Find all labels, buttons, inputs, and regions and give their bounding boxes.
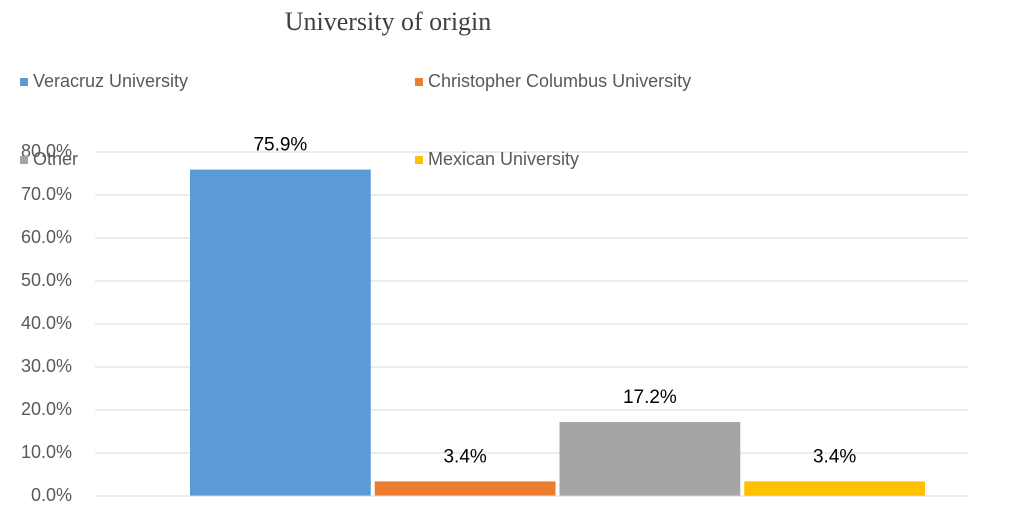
bar bbox=[374, 481, 556, 496]
legend-label: Christopher Columbus University bbox=[428, 71, 691, 91]
y-tick-label: 30.0% bbox=[21, 356, 72, 376]
y-tick-label: 80.0% bbox=[21, 141, 72, 161]
bar bbox=[559, 422, 741, 496]
legend-label: Mexican University bbox=[428, 149, 579, 169]
bar bbox=[190, 169, 371, 496]
legend-swatch bbox=[415, 156, 423, 164]
value-label: 17.2% bbox=[623, 387, 677, 408]
value-label: 75.9% bbox=[253, 135, 307, 156]
legend-swatch bbox=[415, 78, 423, 86]
y-tick-label: 50.0% bbox=[21, 270, 72, 290]
y-tick-label: 10.0% bbox=[21, 442, 72, 462]
legend-swatch bbox=[20, 78, 28, 86]
bar bbox=[744, 481, 925, 496]
y-tick-label: 60.0% bbox=[21, 227, 72, 247]
value-label: 3.4% bbox=[813, 446, 856, 467]
y-tick-label: 20.0% bbox=[21, 399, 72, 419]
y-tick-label: 0.0% bbox=[31, 485, 72, 505]
chart-title: University of origin bbox=[285, 7, 492, 36]
legend-label: Veracruz University bbox=[33, 71, 188, 91]
y-tick-label: 70.0% bbox=[21, 184, 72, 204]
legend-label: Other bbox=[33, 149, 78, 169]
y-tick-label: 40.0% bbox=[21, 313, 72, 333]
value-label: 3.4% bbox=[443, 446, 486, 467]
legend-swatch bbox=[20, 156, 28, 164]
